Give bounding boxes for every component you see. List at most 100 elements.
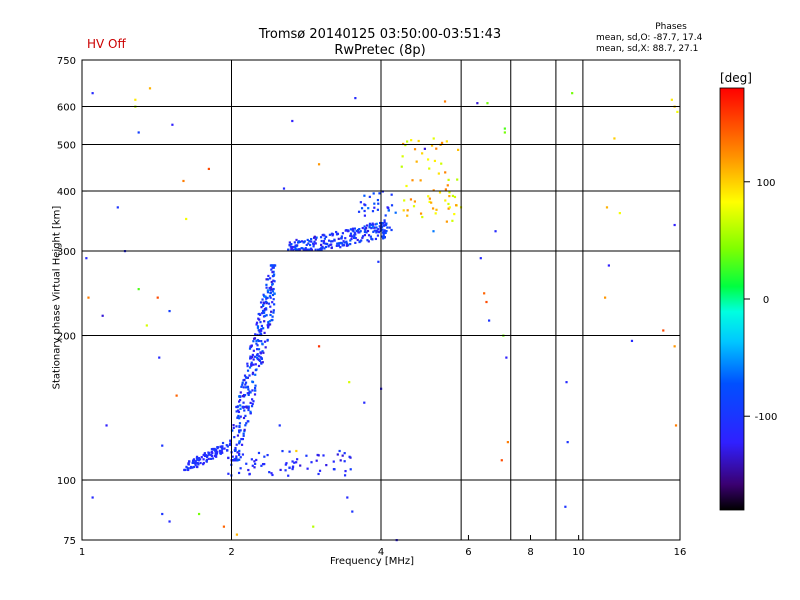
data-point: [255, 354, 259, 357]
data-point: [329, 240, 333, 243]
data-point: [328, 233, 332, 236]
data-point: [445, 220, 448, 223]
data-point: [444, 199, 447, 202]
data-point: [161, 512, 164, 516]
data-point: [269, 296, 272, 299]
data-point: [381, 228, 384, 231]
data-point: [249, 410, 252, 413]
data-point: [238, 425, 241, 428]
data-point: [207, 167, 210, 171]
data-point: [349, 239, 352, 242]
data-point: [372, 230, 375, 233]
data-point: [326, 242, 329, 246]
data-point: [272, 266, 275, 269]
data-point: [247, 406, 250, 410]
data-point: [264, 307, 268, 310]
data-point: [353, 232, 356, 235]
data-point: [377, 228, 380, 231]
data-point: [273, 280, 276, 283]
data-point: [256, 326, 260, 329]
colorbar-tick-label: -100: [755, 412, 778, 423]
data-point: [254, 333, 257, 336]
data-point: [239, 391, 242, 394]
data-point: [320, 239, 323, 243]
data-point: [262, 351, 265, 354]
data-point: [261, 309, 265, 313]
data-point: [263, 307, 267, 311]
data-point: [267, 321, 270, 324]
data-point: [254, 363, 257, 366]
data-point: [381, 221, 384, 225]
data-point: [317, 345, 321, 348]
data-point: [271, 283, 274, 286]
data-point: [298, 248, 301, 251]
data-point: [250, 398, 254, 401]
phases-summary: Phases mean, sd,O: -87.7, 17.4 mean, sd,…: [596, 22, 746, 55]
data-point: [263, 455, 266, 458]
data-point: [318, 248, 321, 251]
chart-title: Tromsø 20140125 03:50:00-03:51:43 RwPret…: [230, 27, 530, 59]
data-point: [310, 248, 313, 251]
data-point: [185, 217, 188, 221]
data-point: [266, 296, 269, 299]
data-point: [386, 206, 389, 209]
data-point: [319, 236, 323, 239]
data-point: [365, 231, 368, 234]
data-point: [674, 424, 678, 427]
y-tick-label: 400: [57, 187, 76, 198]
data-point: [261, 350, 264, 353]
data-point: [428, 167, 431, 170]
data-point: [254, 462, 257, 465]
data-point: [249, 355, 252, 358]
data-point: [440, 141, 444, 145]
data-point: [400, 165, 403, 168]
data-point: [440, 162, 443, 165]
data-point: [336, 232, 340, 236]
colorbar-tick-label: 0: [763, 295, 769, 306]
data-point: [202, 463, 205, 466]
data-point: [212, 448, 215, 451]
data-point: [253, 393, 257, 396]
data-point: [168, 520, 171, 523]
data-point: [203, 453, 206, 456]
data-point: [363, 228, 366, 231]
data-point: [363, 194, 366, 197]
data-point: [245, 422, 248, 425]
data-point: [252, 349, 255, 352]
y-tick-label: 300: [57, 247, 76, 258]
data-point: [263, 314, 267, 318]
data-point: [343, 241, 346, 244]
data-point: [339, 241, 342, 245]
data-point: [374, 237, 378, 241]
data-point: [238, 422, 242, 425]
y-tick-label: 600: [57, 103, 76, 114]
data-point: [444, 171, 447, 174]
data-point: [447, 207, 450, 210]
data-point: [445, 140, 448, 143]
data-point: [191, 459, 195, 463]
data-point: [500, 459, 503, 462]
data-point: [248, 347, 252, 350]
data-point: [351, 229, 354, 232]
data-point: [293, 241, 296, 244]
data-point: [270, 288, 273, 291]
data-point: [341, 244, 344, 247]
data-point: [253, 386, 257, 390]
data-point: [237, 414, 240, 418]
data-point: [255, 342, 258, 345]
data-point: [271, 275, 275, 278]
data-point: [250, 364, 253, 367]
data-point: [382, 237, 385, 240]
data-point: [662, 329, 665, 332]
data-point: [246, 376, 249, 379]
data-point: [226, 445, 229, 448]
data-point: [265, 302, 268, 305]
data-point: [325, 235, 328, 238]
data-point: [432, 137, 435, 140]
data-point: [317, 163, 321, 166]
x-tick-label: 6: [465, 547, 471, 558]
data-point: [308, 243, 312, 247]
data-point: [288, 450, 291, 453]
data-point: [363, 203, 366, 206]
data-point: [237, 410, 241, 414]
